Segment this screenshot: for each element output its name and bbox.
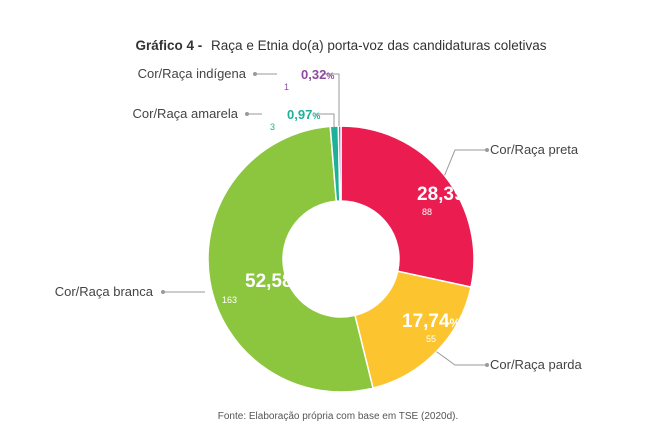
leader-line-group <box>161 72 489 367</box>
category-label-cor-raca-preta: Cor/Raça preta <box>490 142 579 157</box>
leader-line-cor-raca-preta <box>444 149 487 176</box>
percent-label-cor-raca-indigena: 0,32% <box>301 67 334 82</box>
percent-label-cor-raca-preta: 28,39% <box>417 184 476 205</box>
chart-title: Gráfico 4 - Raça e Etnia do(a) porta-voz… <box>136 38 547 53</box>
category-label-cor-raca-indigena: Cor/Raça indígena <box>138 66 247 81</box>
leader-line-cor-raca-parda <box>436 351 487 366</box>
leader-tail-cor-raca-amarela <box>315 113 335 128</box>
count-label-cor-raca-amarela: 3 <box>270 122 275 132</box>
leader-dot-cor-raca-branca <box>161 290 165 294</box>
leader-dot-cor-raca-indigena <box>253 72 257 76</box>
count-label-cor-raca-branca: 163 <box>222 295 237 305</box>
source-note: Fonte: Elaboração própria com base em TS… <box>218 411 459 422</box>
slice-cor-raca-branca <box>207 125 374 393</box>
category-label-cor-raca-parda: Cor/Raça parda <box>490 357 583 372</box>
leader-dot-cor-raca-parda <box>485 363 489 367</box>
category-label-cor-raca-amarela: Cor/Raça amarela <box>133 106 239 121</box>
leader-dot-cor-raca-preta <box>485 148 489 152</box>
count-label-cor-raca-indigena: 1 <box>284 82 289 92</box>
count-label-cor-raca-parda: 55 <box>426 334 436 344</box>
count-label-cor-raca-preta: 88 <box>422 207 432 217</box>
leader-tail-cor-raca-indigena <box>322 73 340 126</box>
slice-cor-raca-preta <box>340 125 475 289</box>
chart-title-prefix: Gráfico 4 - <box>136 38 203 53</box>
slice-group <box>207 125 475 393</box>
leader-dot-cor-raca-amarela <box>245 112 249 116</box>
slice-cor-raca-indigena <box>337 125 342 202</box>
percent-label-cor-raca-parda: 17,74% <box>402 311 461 332</box>
category-label-cor-raca-branca: Cor/Raça branca <box>55 284 154 299</box>
percent-label-cor-raca-branca: 52,58% <box>245 271 304 292</box>
percent-label-cor-raca-amarela: 0,97% <box>287 107 320 122</box>
chart-title-text: Raça e Etnia do(a) porta-voz das candida… <box>211 38 547 53</box>
slice-cor-raca-parda <box>354 270 472 389</box>
label-group: Cor/Raça preta 28,39% 88 Cor/Raça parda 17,7… <box>55 66 583 372</box>
